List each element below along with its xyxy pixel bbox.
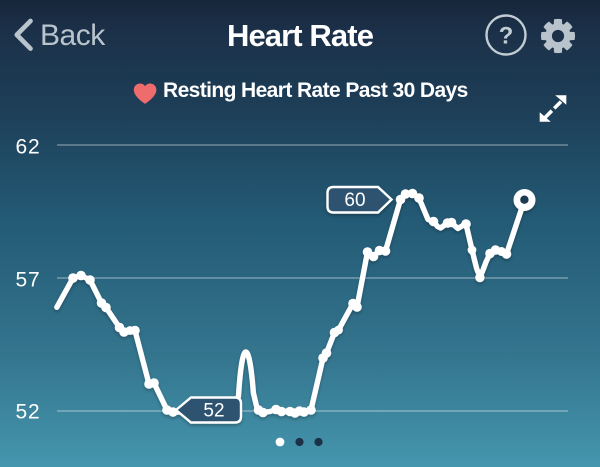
svg-text:60: 60 <box>344 190 365 211</box>
svg-text:?: ? <box>499 23 514 50</box>
svg-text:57: 57 <box>16 269 41 292</box>
svg-text:52: 52 <box>16 401 41 424</box>
svg-text:52: 52 <box>203 401 224 422</box>
svg-text:62: 62 <box>16 136 41 159</box>
